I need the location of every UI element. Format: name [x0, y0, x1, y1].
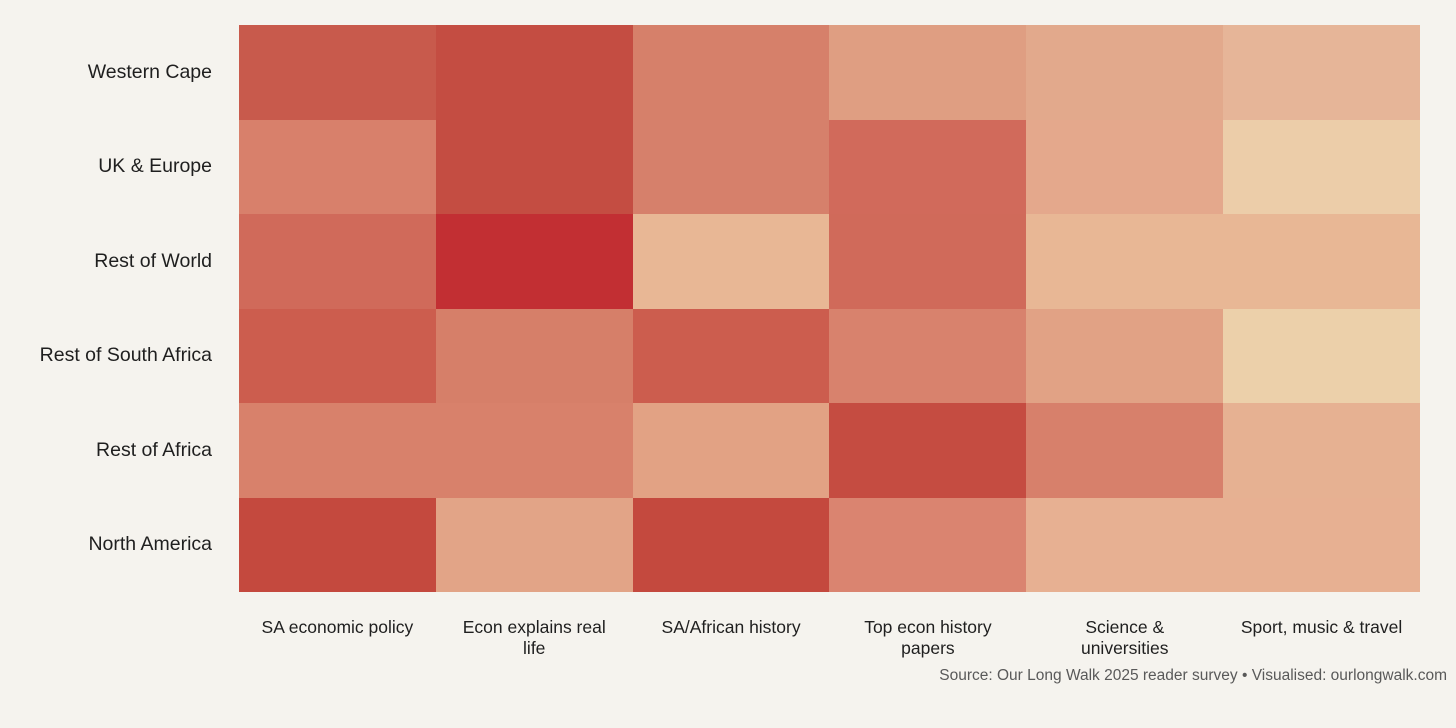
heatmap-cell — [1223, 497, 1420, 592]
heatmap-cell — [829, 497, 1027, 592]
heatmap-cell — [1026, 497, 1224, 592]
heatmap-cell — [1026, 119, 1224, 214]
heatmap-cell — [239, 25, 436, 120]
heatmap-cell — [829, 25, 1027, 120]
row-label: Western Cape — [87, 60, 212, 83]
heatmap-cell — [435, 25, 633, 120]
heatmap-cell — [632, 403, 830, 498]
heatmap-cell — [1223, 25, 1420, 120]
heatmap-cell — [1223, 214, 1420, 309]
column-label: Sport, music & travel — [1240, 617, 1403, 637]
row-label: Rest of Africa — [96, 438, 212, 461]
row-label: Rest of South Africa — [39, 344, 212, 367]
heatmap-cell — [1223, 308, 1420, 403]
heatmap-cell — [435, 403, 633, 498]
row-label: North America — [88, 533, 212, 556]
heatmap-cell — [632, 214, 830, 309]
heatmap-cell — [1223, 403, 1420, 498]
heatmap-cell — [435, 214, 633, 309]
heatmap-cell — [829, 308, 1027, 403]
column-label: SA/African history — [661, 617, 801, 637]
heatmap-cell — [1026, 25, 1224, 120]
heatmap-cell — [239, 403, 436, 498]
row-label: UK & Europe — [98, 155, 212, 178]
heatmap-cell — [632, 25, 830, 120]
heatmap-cell — [435, 497, 633, 592]
heatmap-cell — [239, 308, 436, 403]
column-label: SA economic policy — [261, 617, 414, 637]
heatmap-cell — [435, 119, 633, 214]
heatmap-cell — [1223, 119, 1420, 214]
heatmap-cell — [239, 119, 436, 214]
source-note: Source: Our Long Walk 2025 reader survey… — [939, 667, 1447, 684]
column-label: Econ explains real life — [462, 617, 606, 658]
heatmap-cell — [1026, 308, 1224, 403]
heatmap-cell — [632, 497, 830, 592]
x-axis-labels: SA economic policy Econ explains real lif… — [239, 617, 1420, 658]
column-label: Science & universities — [1080, 617, 1169, 658]
heatmap-cell — [632, 119, 830, 214]
heatmap-cell — [1026, 214, 1224, 309]
heatmap-cell — [239, 214, 436, 309]
heatmap-cell — [829, 214, 1027, 309]
y-axis-labels: Western Cape UK & Europe Rest of World Rest… — [0, 25, 212, 592]
heatmap-cell — [239, 497, 436, 592]
column-label: Top econ history papers — [864, 617, 992, 658]
heatmap-grid — [239, 25, 1420, 592]
heatmap-cell — [435, 308, 633, 403]
heatmap-cell — [1026, 403, 1224, 498]
heatmap-cell — [829, 119, 1027, 214]
heatmap-cell — [829, 403, 1027, 498]
heatmap-cell — [632, 308, 830, 403]
row-label: Rest of World — [94, 249, 212, 272]
